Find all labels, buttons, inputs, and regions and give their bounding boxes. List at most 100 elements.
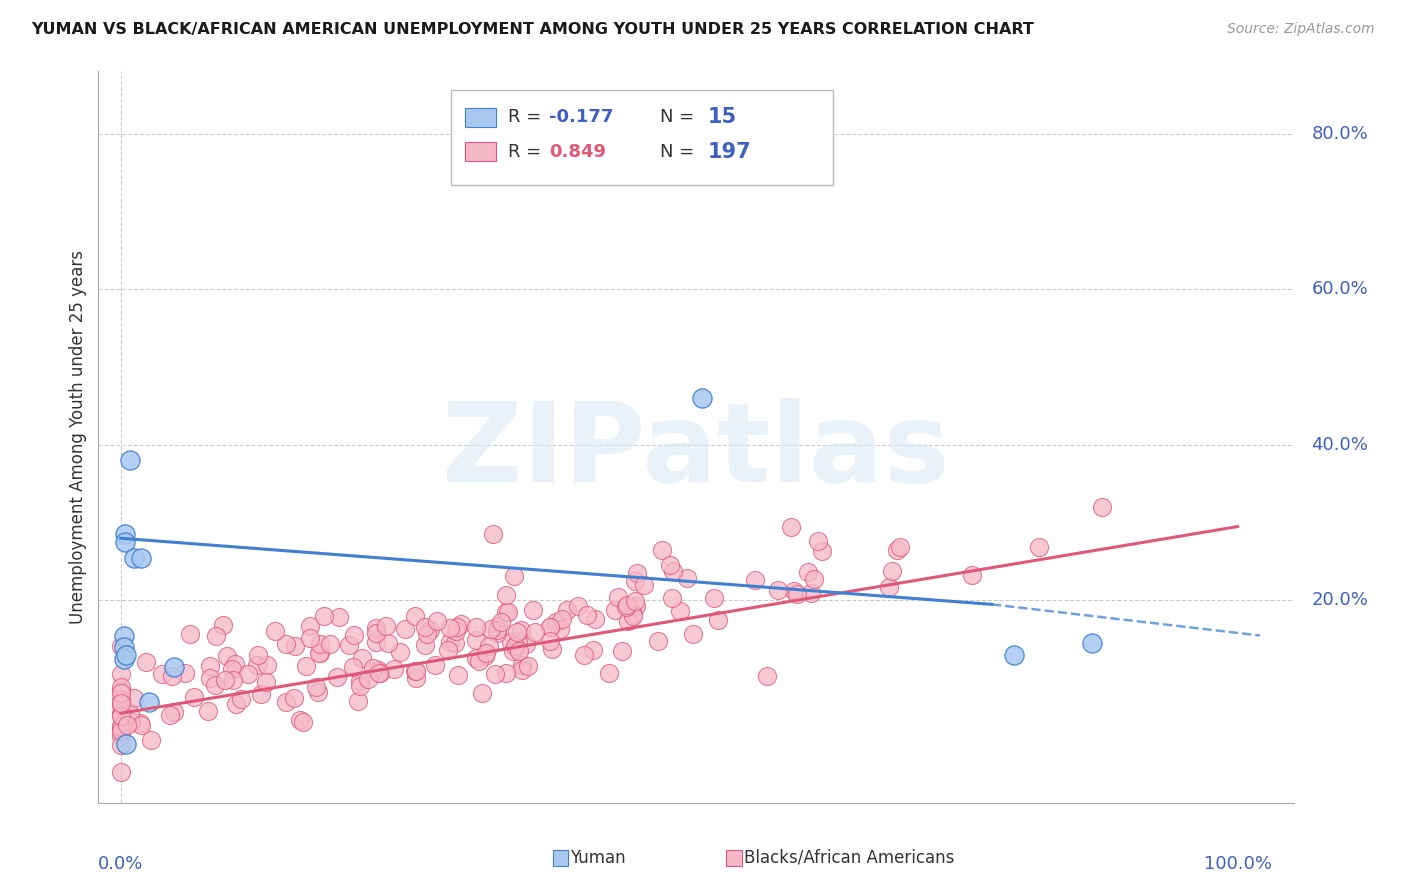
Point — [621, 607, 644, 621]
Text: YUMAN VS BLACK/AFRICAN AMERICAN UNEMPLOYMENT AMONG YOUTH UNDER 25 YEARS CORRELAT: YUMAN VS BLACK/AFRICAN AMERICAN UNEMPLOY… — [31, 22, 1033, 37]
Point — [214, 673, 236, 687]
Point — [292, 715, 315, 730]
Point — [288, 714, 311, 728]
Point — [439, 621, 461, 635]
Point — [307, 685, 329, 699]
Point — [437, 643, 460, 657]
Text: R =: R = — [509, 109, 547, 127]
Point — [404, 609, 426, 624]
Point — [110, 698, 132, 712]
Point — [364, 626, 387, 640]
Point — [114, 535, 136, 549]
Point — [110, 709, 132, 723]
Point — [624, 574, 647, 588]
Point — [491, 615, 513, 629]
Point — [669, 604, 692, 618]
Point — [110, 667, 132, 681]
Point — [138, 695, 160, 709]
Point — [796, 565, 818, 579]
Point — [617, 615, 640, 629]
Point — [444, 636, 467, 650]
Point — [446, 620, 468, 634]
Point — [766, 583, 789, 598]
Point — [183, 690, 205, 704]
Text: Blacks/African Americans: Blacks/African Americans — [744, 848, 955, 867]
Point — [377, 636, 399, 650]
Point — [484, 667, 506, 681]
Point — [163, 659, 186, 673]
Point — [204, 678, 226, 692]
Point — [744, 573, 766, 587]
Point — [295, 659, 318, 673]
Point — [1081, 636, 1104, 650]
Point — [135, 656, 157, 670]
Point — [128, 716, 150, 731]
Point — [112, 628, 135, 642]
Point — [506, 634, 529, 648]
Point — [159, 707, 181, 722]
Point — [439, 635, 461, 649]
Text: 15: 15 — [709, 107, 737, 128]
Point — [800, 586, 823, 600]
Point — [495, 588, 517, 602]
Point — [495, 666, 517, 681]
Point — [110, 764, 132, 779]
Point — [510, 623, 533, 637]
Point — [246, 657, 269, 672]
Point — [676, 571, 699, 585]
Point — [755, 668, 778, 682]
Point — [312, 609, 335, 624]
Point — [576, 608, 599, 623]
Point — [583, 612, 606, 626]
Point — [880, 565, 903, 579]
Point — [110, 739, 132, 753]
Point — [346, 694, 368, 708]
Point — [503, 569, 526, 583]
Point — [337, 638, 360, 652]
Point — [468, 654, 491, 668]
Text: R =: R = — [509, 143, 547, 161]
Point — [541, 641, 564, 656]
Point — [112, 640, 135, 655]
Point — [1091, 500, 1114, 514]
Point — [661, 591, 683, 605]
Text: -0.177: -0.177 — [548, 109, 613, 127]
Point — [464, 650, 486, 665]
Point — [110, 729, 132, 743]
Point — [217, 648, 239, 663]
Point — [506, 624, 529, 639]
FancyBboxPatch shape — [725, 849, 741, 866]
Text: N =: N = — [661, 143, 700, 161]
Point — [482, 526, 505, 541]
Point — [225, 697, 247, 711]
Point — [478, 639, 501, 653]
Point — [624, 599, 647, 613]
Point — [110, 719, 132, 733]
FancyBboxPatch shape — [553, 849, 568, 866]
Point — [502, 644, 524, 658]
Point — [350, 651, 373, 665]
Point — [624, 594, 647, 608]
Text: 197: 197 — [709, 142, 752, 161]
Point — [129, 550, 152, 565]
Point — [117, 717, 139, 731]
Point — [222, 673, 245, 687]
Point — [298, 631, 321, 645]
Point — [633, 578, 655, 592]
Text: Source: ZipAtlas.com: Source: ZipAtlas.com — [1227, 22, 1375, 37]
Point — [110, 696, 132, 710]
Point — [349, 674, 371, 689]
Point — [572, 648, 595, 662]
Point — [779, 520, 801, 534]
Point — [299, 619, 322, 633]
Point — [162, 669, 184, 683]
Point — [486, 619, 509, 633]
Point — [256, 658, 278, 673]
Point — [284, 639, 307, 653]
Point — [394, 623, 416, 637]
Point — [254, 675, 277, 690]
Point — [607, 590, 630, 604]
Point — [115, 738, 138, 752]
Text: 40.0%: 40.0% — [1312, 436, 1368, 454]
FancyBboxPatch shape — [451, 90, 834, 185]
